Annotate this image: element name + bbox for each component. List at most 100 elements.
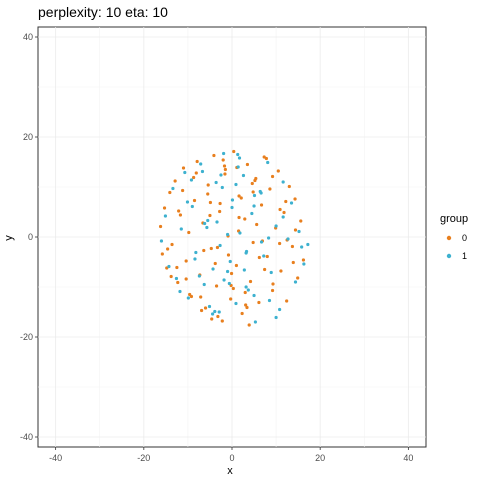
legend: group 0 1 [440,213,468,261]
point-group-0 [215,245,220,250]
point-group-0 [247,323,251,327]
point-group-0 [268,187,272,191]
point-group-0 [264,156,268,161]
point-group-1 [238,231,242,235]
point-group-1 [179,227,183,231]
point-group-0 [284,199,288,204]
y-tick-label: 40 [23,32,33,42]
x-axis-ticks: -40 -20 0 20 40 [49,447,413,463]
point-group-0 [237,215,241,220]
y-tick-label: 20 [23,132,33,142]
point-group-1 [274,315,278,320]
point-group-1 [205,225,209,230]
point-group-1 [230,198,235,202]
point-group-1 [215,220,219,224]
point-group-1 [253,320,257,324]
point-group-0 [244,303,248,307]
point-group-0 [160,252,164,256]
point-group-0 [255,222,259,227]
point-group-1 [236,152,240,157]
legend-label-0: 0 [462,233,467,243]
point-group-0 [282,210,286,215]
point-group-0 [293,228,298,232]
point-group-1 [193,257,197,261]
point-group-0 [239,196,243,200]
chart-title: perplexity: 10 eta: 10 [38,4,168,20]
x-tick-label: 0 [229,453,234,463]
point-group-1 [228,259,232,264]
point-group-1 [227,281,231,286]
point-group-1 [222,151,226,156]
point-group-0 [245,162,250,167]
point-group-1 [225,269,230,274]
point-group-0 [214,284,219,288]
point-group-0 [248,279,253,284]
point-group-0 [218,201,222,206]
point-group-0 [222,164,227,168]
point-group-0 [237,194,241,198]
point-group-0 [234,263,239,268]
point-group-1 [219,173,223,177]
point-group-0 [170,242,174,247]
point-group-1 [194,250,198,255]
point-group-1 [259,191,263,195]
point-group-0 [188,292,192,297]
point-group-1 [214,180,218,185]
point-group-0 [216,314,220,319]
point-group-0 [208,213,212,218]
point-group-0 [270,288,275,293]
point-group-1 [167,264,171,269]
point-group-1 [259,240,264,244]
point-group-1 [237,156,242,160]
point-group-0 [213,261,217,266]
point-group-1 [234,301,238,306]
legend-key-1 [446,253,452,259]
x-axis-label: x [227,465,233,477]
point-group-1 [211,312,215,316]
point-group-0 [176,280,180,285]
point-group-1 [244,285,248,289]
point-group-1 [306,242,310,247]
point-group-0 [287,184,291,189]
point-group-0 [251,190,255,194]
point-group-1 [267,236,271,240]
x-tick-label: -20 [137,453,150,463]
point-group-0 [259,203,264,207]
point-group-0 [299,219,303,223]
point-group-1 [281,215,285,219]
point-group-0 [187,230,191,235]
point-group-0 [291,260,295,265]
point-group-1 [297,229,301,234]
point-group-0 [175,265,179,270]
point-group-0 [290,244,294,249]
point-group-0 [208,200,212,205]
point-group-1 [267,298,272,303]
point-group-1 [200,169,205,174]
point-group-0 [243,290,247,295]
point-group-1 [207,304,212,309]
point-group-0 [184,277,188,281]
point-group-1 [302,262,306,266]
point-group-1 [252,193,257,198]
point-group-0 [194,171,198,175]
point-group-1 [234,182,238,187]
point-group-1 [244,251,248,255]
point-group-0 [301,258,306,262]
point-group-1 [222,278,226,282]
point-group-1 [211,267,215,271]
point-group-0 [231,286,235,291]
legend-title: group [440,213,468,225]
data-points [158,149,310,327]
point-group-1 [218,243,222,248]
x-tick-label: 40 [403,453,413,463]
point-group-0 [276,169,280,173]
point-group-0 [221,158,225,162]
point-group-1 [293,280,298,284]
point-group-0 [169,274,173,279]
point-group-1 [274,224,278,228]
point-group-1 [203,221,207,226]
y-tick-label: 0 [28,232,33,242]
point-group-0 [265,254,269,259]
point-group-1 [206,218,210,223]
x-tick-label: 20 [315,453,325,463]
